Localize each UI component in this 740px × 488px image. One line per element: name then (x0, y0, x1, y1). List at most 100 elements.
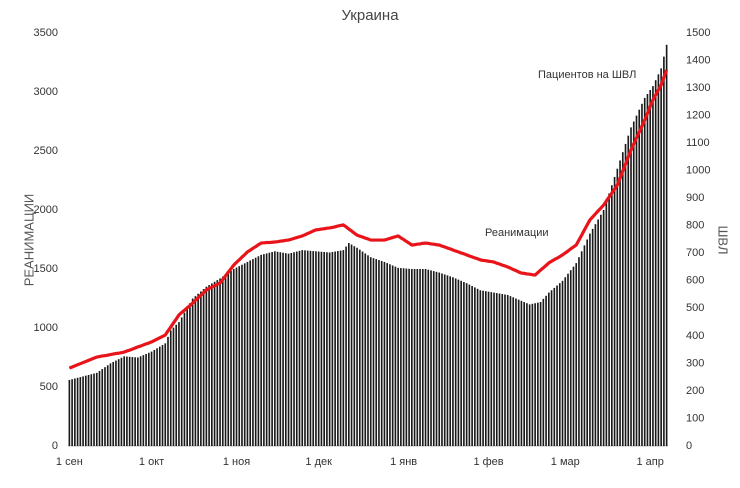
bar (427, 269, 430, 446)
bar (320, 251, 323, 446)
bar (487, 291, 490, 446)
bar (567, 273, 569, 446)
y-tick-label: 2500 (34, 145, 58, 157)
bar (191, 298, 194, 446)
bar (394, 266, 397, 446)
bar (76, 377, 79, 446)
bar (178, 322, 180, 446)
bar (95, 372, 98, 446)
bar (372, 258, 375, 446)
bar (298, 250, 301, 446)
bar (380, 260, 383, 446)
bar (553, 287, 556, 446)
bar (115, 360, 117, 446)
bar (457, 279, 460, 446)
bar (112, 361, 115, 446)
bar (312, 251, 315, 446)
bar (605, 201, 608, 446)
bar (446, 275, 449, 446)
bar (460, 280, 462, 446)
bar (295, 251, 298, 446)
bar (416, 269, 419, 446)
bar (517, 299, 520, 446)
y2-tick-label: 900 (686, 192, 704, 204)
bar (235, 267, 238, 446)
bar (104, 367, 106, 446)
bar (663, 56, 665, 446)
bar (317, 251, 320, 446)
bar (597, 219, 599, 446)
bar (287, 253, 290, 446)
bar (334, 251, 336, 446)
bar (164, 343, 167, 446)
bar (120, 357, 123, 446)
bar (564, 277, 567, 446)
bar (424, 269, 427, 446)
bar (71, 379, 73, 446)
bar (238, 266, 241, 446)
bar (328, 252, 331, 446)
bar (624, 143, 627, 447)
y2-tick-label: 1500 (686, 27, 710, 39)
bar (197, 293, 199, 446)
bar (257, 256, 260, 446)
bar (246, 261, 249, 446)
y2-tick-label: 0 (686, 440, 692, 452)
bar (589, 233, 591, 446)
bar (342, 250, 345, 446)
y2-tick-label: 500 (686, 302, 704, 314)
bar (123, 356, 125, 446)
bar (128, 356, 131, 446)
bar (548, 292, 550, 446)
y-axis-title: РЕАНИМАЦИИ (21, 194, 36, 287)
bar (232, 269, 235, 446)
annotation: Пациентов на ШВЛ (538, 69, 636, 81)
bar (205, 286, 208, 446)
bar (227, 272, 230, 446)
bar (528, 304, 531, 446)
bar (271, 252, 273, 446)
bar (397, 267, 399, 446)
bar (345, 246, 347, 446)
bar (646, 94, 649, 447)
y-tick-label: 3500 (34, 27, 58, 39)
bar (523, 302, 525, 446)
bar (586, 239, 588, 446)
bar (616, 168, 619, 446)
bar (490, 292, 493, 446)
y-tick-label: 500 (40, 381, 58, 393)
bar (419, 269, 421, 446)
bar (635, 115, 638, 446)
y-tick-label: 0 (52, 440, 58, 452)
y-tick-label: 3000 (34, 86, 58, 98)
bar (331, 252, 334, 446)
bar (465, 283, 468, 446)
bar (572, 266, 575, 446)
bar (591, 228, 594, 446)
x-tick-label: 1 ноя (223, 456, 250, 468)
bar (537, 302, 539, 446)
bar (82, 376, 84, 446)
bar (180, 317, 183, 446)
y2-tick-label: 300 (686, 357, 704, 369)
bar (79, 377, 82, 446)
bar (348, 243, 350, 446)
bar (367, 255, 369, 446)
y2-tick-label: 1100 (686, 137, 710, 149)
bar (558, 283, 561, 446)
bar (87, 374, 90, 446)
bar (578, 257, 580, 446)
bar (506, 294, 509, 446)
y2-tick-label: 200 (686, 385, 704, 397)
bar (435, 271, 438, 446)
bar (200, 291, 202, 446)
bar (150, 351, 153, 446)
bar (306, 250, 309, 446)
y-tick-label: 2000 (34, 204, 58, 216)
bar (263, 254, 265, 446)
bar (632, 121, 635, 446)
bar (520, 300, 523, 446)
bar (148, 352, 150, 446)
bar (405, 268, 408, 446)
